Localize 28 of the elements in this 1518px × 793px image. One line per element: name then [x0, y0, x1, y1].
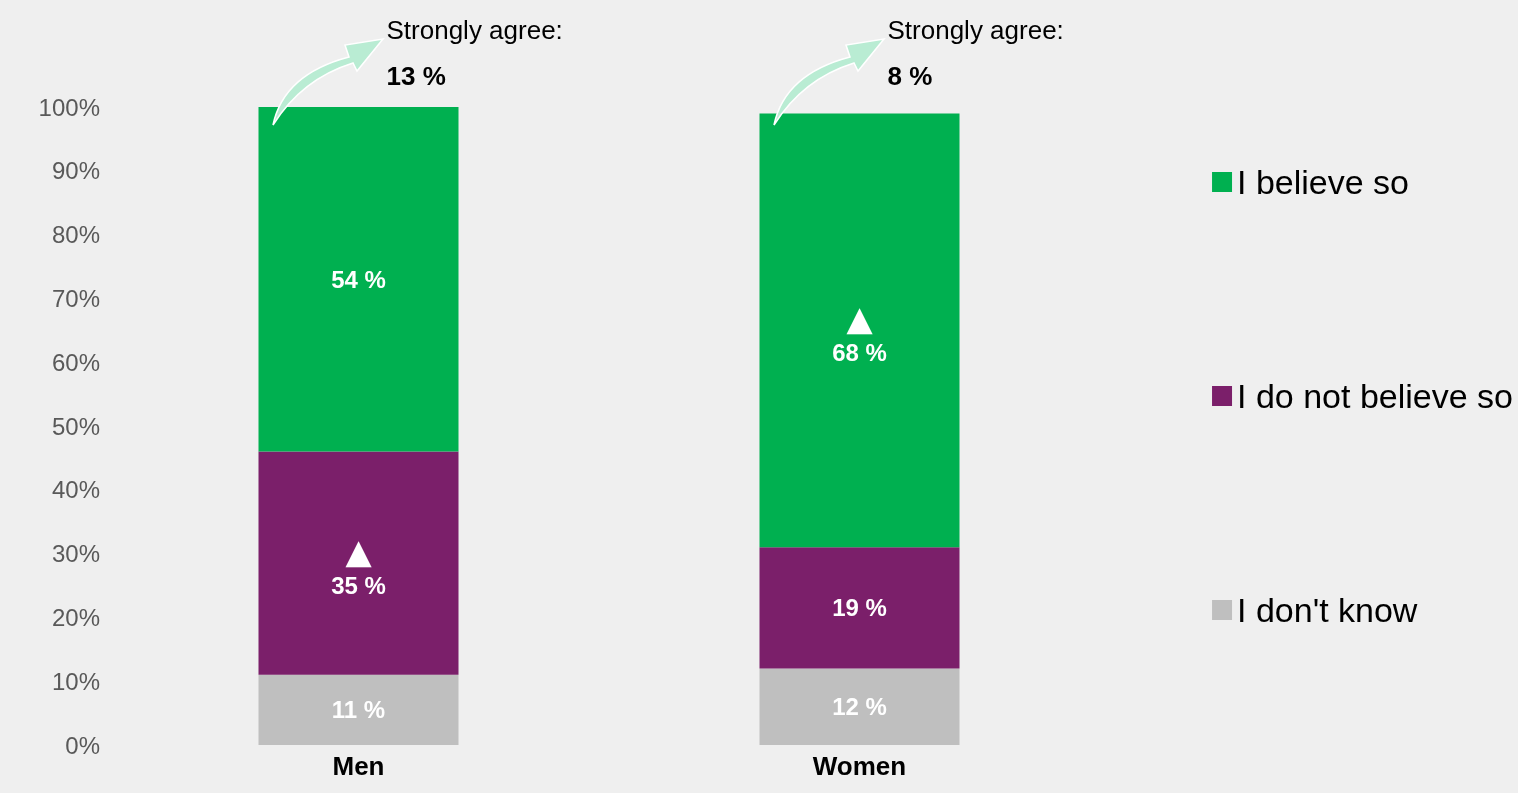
data-label: 11 %: [331, 696, 386, 724]
bar: [258, 451, 459, 675]
y-tick-label: 80%: [51, 221, 100, 249]
y-tick-label: 50%: [51, 412, 100, 440]
y-tick-label: 20%: [51, 603, 100, 631]
bar: [258, 674, 459, 745]
y-tick-label: 70%: [51, 284, 100, 312]
legend-label: I don't know: [1237, 591, 1418, 629]
legend-label: I believe so: [1237, 163, 1410, 201]
y-tick-label: 40%: [51, 476, 100, 504]
y-tick-label: 60%: [51, 348, 100, 376]
x-tick-label: Men: [332, 751, 385, 781]
text: Strongly agree: 8 %: [887, 15, 1064, 91]
y-tick-label: 10%: [51, 667, 100, 695]
y-tick-label: 0%: [65, 731, 100, 759]
bar: [759, 668, 960, 745]
data-label: ▲ 35 %: [331, 531, 386, 599]
bar: [759, 547, 960, 669]
y-tick-label: 100%: [38, 93, 100, 121]
data-label: 12 %: [832, 693, 887, 721]
data-label: 54 %: [331, 265, 386, 293]
data-label: 19 %: [832, 594, 887, 622]
y-tick-label: 30%: [51, 540, 100, 568]
text: Strongly agree: 13 %: [386, 15, 563, 91]
data-label: ▲ 68 %: [832, 298, 887, 366]
x-tick-label: Women: [812, 751, 907, 781]
y-tick-label: 90%: [51, 157, 100, 185]
legend-label: I do not believe so: [1237, 377, 1513, 415]
